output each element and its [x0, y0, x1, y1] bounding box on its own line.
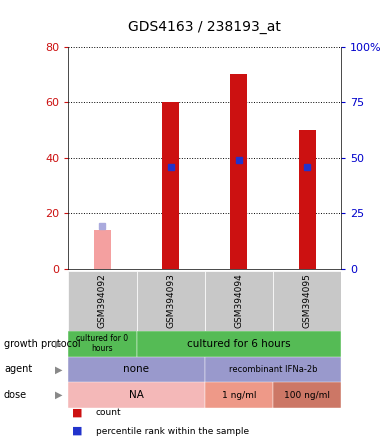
Text: cultured for 6 hours: cultured for 6 hours: [187, 339, 291, 349]
Bar: [205, 382, 273, 408]
Bar: [273, 271, 341, 331]
Text: GSM394095: GSM394095: [303, 274, 312, 328]
Text: GSM394094: GSM394094: [234, 274, 243, 328]
Text: none: none: [124, 365, 149, 374]
Bar: [230, 75, 247, 269]
Text: count: count: [96, 408, 121, 417]
Bar: [136, 271, 205, 331]
Text: cultured for 0
hours: cultured for 0 hours: [76, 334, 128, 353]
Text: ▶: ▶: [55, 390, 62, 400]
Text: growth protocol: growth protocol: [4, 339, 80, 349]
Bar: [68, 331, 136, 357]
Text: ■: ■: [72, 408, 83, 417]
Text: 1 ng/ml: 1 ng/ml: [222, 391, 256, 400]
Text: ▶: ▶: [55, 339, 62, 349]
Text: recombinant IFNa-2b: recombinant IFNa-2b: [229, 365, 317, 374]
Text: percentile rank within the sample: percentile rank within the sample: [96, 427, 249, 436]
Bar: [273, 382, 341, 408]
Bar: [162, 102, 179, 269]
Text: ▶: ▶: [55, 365, 62, 374]
Text: agent: agent: [4, 365, 32, 374]
Bar: [68, 382, 205, 408]
Bar: [94, 230, 111, 269]
Bar: [299, 130, 316, 269]
Text: GSM394093: GSM394093: [166, 274, 175, 328]
Text: 100 ng/ml: 100 ng/ml: [284, 391, 330, 400]
Text: GDS4163 / 238193_at: GDS4163 / 238193_at: [128, 20, 281, 34]
Bar: [136, 331, 341, 357]
Bar: [205, 271, 273, 331]
Bar: [205, 357, 341, 382]
Bar: [68, 271, 136, 331]
Text: dose: dose: [4, 390, 27, 400]
Text: NA: NA: [129, 390, 144, 400]
Text: GSM394092: GSM394092: [98, 274, 107, 328]
Bar: [68, 357, 205, 382]
Text: ■: ■: [72, 426, 83, 436]
